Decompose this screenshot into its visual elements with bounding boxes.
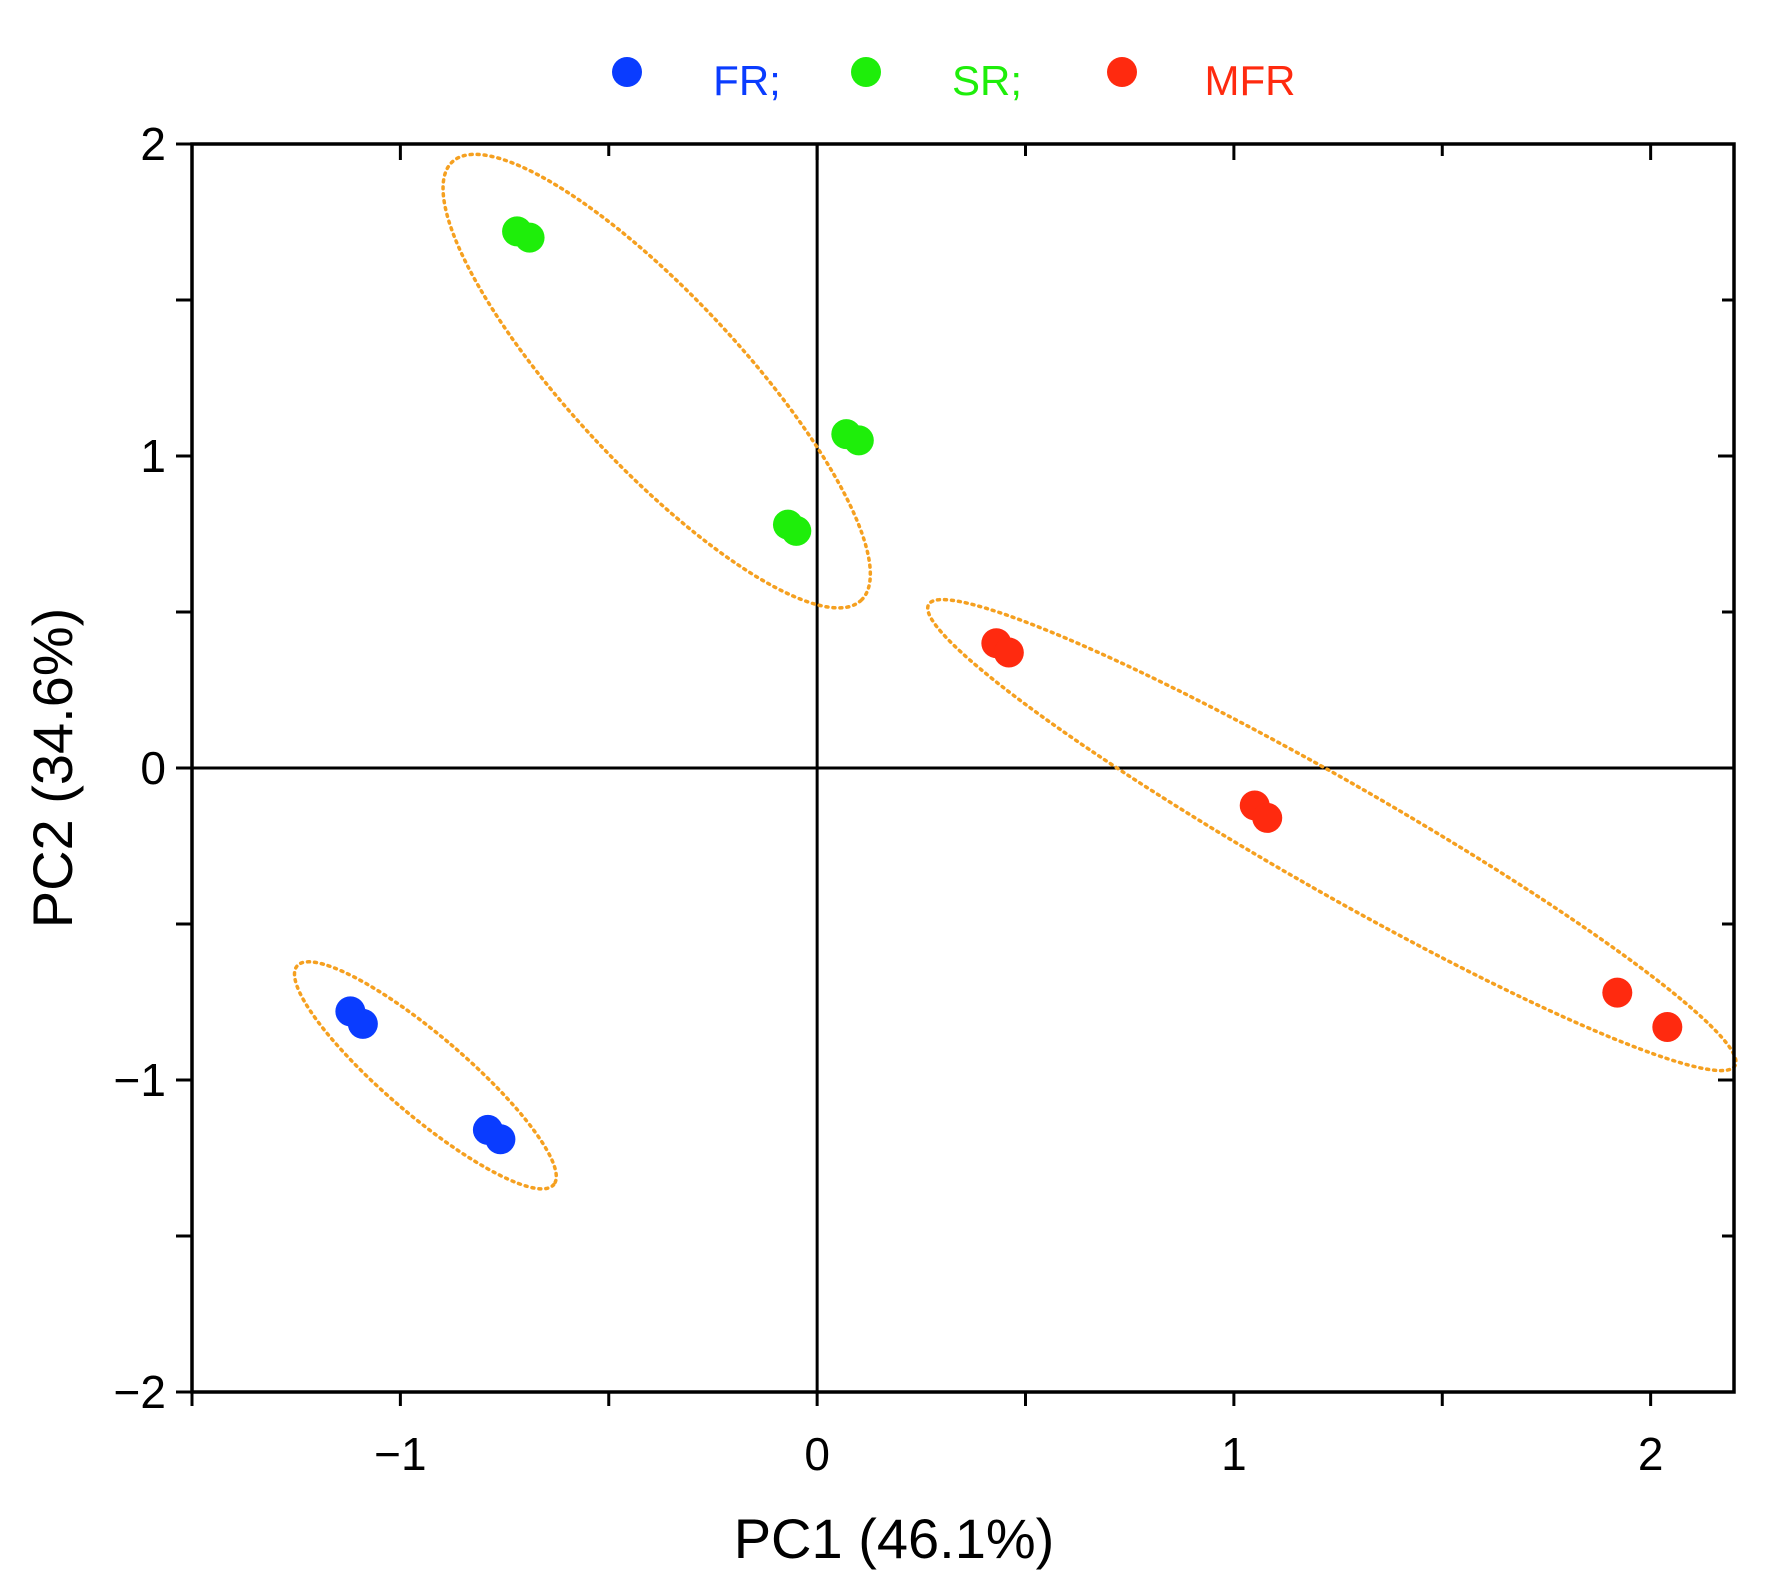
x-tick-label: 2 [1638,1428,1664,1480]
ellipse-fr [292,960,559,1191]
y-tick-label: −1 [114,1054,166,1106]
point-sr [843,425,874,456]
data-points [335,216,1683,1155]
point-fr [347,1008,378,1039]
point-mfr [993,637,1024,668]
point-mfr [1602,977,1633,1008]
y-axis-label: PC2 (34.6%) [21,608,84,929]
y-tick-label: 1 [140,430,166,482]
legend-label-fr: FR; [713,57,781,104]
legend-label-mfr: MFR [1205,57,1296,104]
x-tick-label: 1 [1221,1428,1247,1480]
y-tick-label: 2 [140,118,166,170]
point-fr [485,1124,516,1155]
y-tick-label: 0 [140,742,166,794]
legend-marker-mfr [1107,57,1137,87]
legend: FR; SR; MFR [612,57,1295,104]
legend-label-sr: SR; [952,57,1022,104]
ellipse-mfr [925,597,1738,1073]
legend-marker-sr [851,57,881,87]
legend-marker-fr [612,57,642,87]
y-tick-label: −2 [114,1366,166,1418]
x-axis-label: PC1 (46.1%) [734,1507,1055,1570]
point-mfr [1652,1011,1683,1042]
ellipse-sr [441,152,873,610]
point-sr [781,515,812,546]
axes: −1 0 1 2 −2 −1 0 1 2 [114,118,1736,1480]
x-tick-label: 0 [804,1428,830,1480]
x-tick-label: −1 [374,1428,426,1480]
reference-lines [192,144,1734,1392]
point-sr [514,222,545,253]
point-mfr [1252,802,1283,833]
